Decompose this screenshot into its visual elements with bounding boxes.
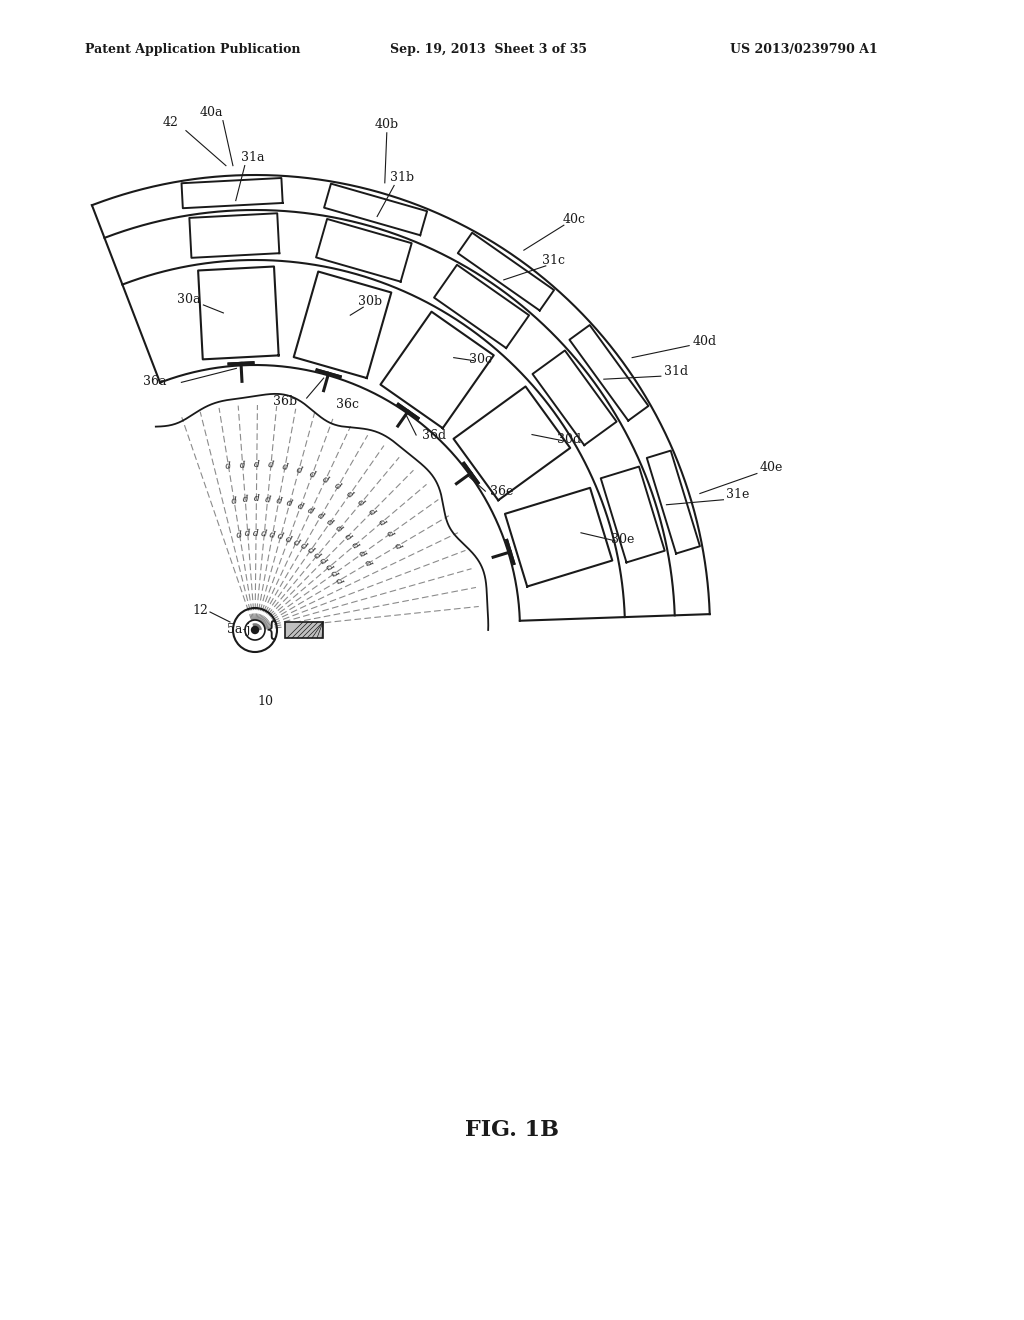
Text: d: d bbox=[276, 532, 285, 543]
Text: 31a: 31a bbox=[241, 150, 264, 164]
Text: d: d bbox=[333, 482, 343, 492]
Text: d: d bbox=[267, 461, 274, 470]
Text: 5a-j: 5a-j bbox=[226, 623, 250, 636]
Text: 31d: 31d bbox=[664, 366, 688, 379]
Circle shape bbox=[252, 627, 258, 634]
Text: d: d bbox=[296, 502, 304, 512]
Text: d: d bbox=[264, 495, 271, 504]
Text: d: d bbox=[376, 517, 386, 528]
Text: d: d bbox=[324, 562, 334, 573]
Text: d: d bbox=[345, 488, 354, 499]
Text: 30c: 30c bbox=[469, 352, 493, 366]
Text: d: d bbox=[356, 549, 368, 558]
Text: 42: 42 bbox=[163, 116, 179, 128]
Text: d: d bbox=[326, 517, 335, 528]
Text: 40c: 40c bbox=[562, 214, 586, 226]
Text: 36d: 36d bbox=[422, 429, 446, 442]
Text: 12: 12 bbox=[193, 603, 208, 616]
Text: d: d bbox=[349, 540, 360, 550]
Text: 30d: 30d bbox=[557, 433, 581, 446]
Text: Sep. 19, 2013  Sheet 3 of 35: Sep. 19, 2013 Sheet 3 of 35 bbox=[390, 44, 587, 57]
Text: 30b: 30b bbox=[358, 296, 382, 308]
Text: d: d bbox=[362, 558, 374, 568]
Text: 40b: 40b bbox=[375, 117, 399, 131]
Text: d: d bbox=[321, 475, 330, 486]
Text: d: d bbox=[253, 529, 259, 539]
Text: d: d bbox=[356, 498, 367, 508]
Text: d: d bbox=[317, 556, 329, 566]
Text: d: d bbox=[275, 496, 283, 506]
Text: 30a: 30a bbox=[176, 293, 200, 306]
Text: 40e: 40e bbox=[760, 461, 783, 474]
Text: 40d: 40d bbox=[692, 334, 716, 347]
Text: 36a: 36a bbox=[143, 375, 166, 388]
Text: d: d bbox=[305, 545, 315, 556]
Text: d: d bbox=[334, 524, 344, 535]
Text: d: d bbox=[242, 495, 249, 504]
Text: 36e: 36e bbox=[490, 486, 514, 498]
Text: 36c: 36c bbox=[336, 397, 358, 411]
Text: 30e: 30e bbox=[611, 533, 635, 545]
Text: d: d bbox=[392, 541, 403, 550]
Text: US 2013/0239790 A1: US 2013/0239790 A1 bbox=[730, 44, 878, 57]
Text: 31c: 31c bbox=[543, 253, 565, 267]
Text: d: d bbox=[385, 529, 395, 539]
Text: d: d bbox=[306, 506, 315, 516]
Text: d: d bbox=[342, 532, 352, 543]
Text: d: d bbox=[230, 496, 238, 506]
Text: d: d bbox=[269, 531, 276, 540]
Text: d: d bbox=[292, 537, 301, 548]
Text: d: d bbox=[240, 461, 246, 470]
Text: d: d bbox=[333, 576, 343, 586]
Text: d: d bbox=[329, 569, 339, 579]
Text: d: d bbox=[315, 511, 326, 521]
Text: d: d bbox=[312, 550, 322, 561]
Text: Patent Application Publication: Patent Application Publication bbox=[85, 44, 300, 57]
Text: d: d bbox=[367, 507, 377, 517]
Text: 31b: 31b bbox=[390, 172, 415, 185]
Text: {: { bbox=[264, 620, 278, 640]
Text: d: d bbox=[308, 470, 316, 480]
Text: d: d bbox=[299, 541, 308, 552]
Text: d: d bbox=[295, 465, 303, 475]
Text: d: d bbox=[225, 462, 232, 471]
Text: 36b: 36b bbox=[272, 395, 297, 408]
Text: 40a: 40a bbox=[200, 106, 222, 119]
Text: d: d bbox=[236, 529, 243, 540]
Text: 10: 10 bbox=[257, 696, 273, 708]
Text: d: d bbox=[285, 535, 293, 545]
Text: d: d bbox=[286, 499, 294, 508]
Text: d: d bbox=[254, 459, 260, 469]
Text: d: d bbox=[245, 529, 251, 539]
Text: d: d bbox=[254, 495, 259, 503]
Text: d: d bbox=[261, 529, 267, 539]
Text: d: d bbox=[282, 462, 289, 473]
Text: 31e: 31e bbox=[726, 488, 750, 500]
Bar bbox=[285, 622, 323, 638]
Text: FIG. 1B: FIG. 1B bbox=[465, 1119, 559, 1140]
